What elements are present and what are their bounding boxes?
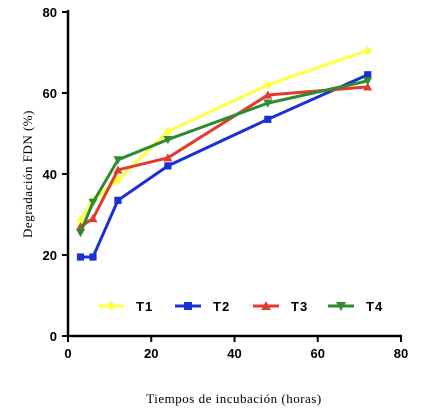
y-axis-title: Degradación FDN (%) <box>20 110 35 238</box>
x-tick-label: 40 <box>227 346 241 361</box>
data-point-t4 <box>263 99 273 108</box>
axes: 0 20 40 60 80 0 20 40 60 80 <box>43 5 409 361</box>
data-point-t2 <box>89 253 97 261</box>
data-point-t1 <box>163 126 173 136</box>
data-point-t3 <box>113 165 123 174</box>
x-axis-title: Tiempos de incubación (horas) <box>146 391 321 406</box>
x-tick-label: 60 <box>311 346 325 361</box>
legend-label: T4 <box>366 299 383 314</box>
data-point-t1 <box>113 175 123 185</box>
data-point-t3 <box>163 153 173 162</box>
legend-item-t2: T2 <box>175 299 230 314</box>
legend-item-t3: T3 <box>253 299 308 314</box>
legend-item-t1: T1 <box>98 299 153 314</box>
legend-label: T2 <box>213 299 230 314</box>
legend-marker <box>261 301 271 310</box>
data-point-t1 <box>363 45 373 55</box>
data-point-t4 <box>113 156 123 165</box>
data-point-t1 <box>75 216 85 226</box>
y-tick-label: 80 <box>43 5 57 20</box>
y-tick-label: 40 <box>43 167 57 182</box>
legend-label: T3 <box>291 299 308 314</box>
series-t3 <box>75 82 373 231</box>
x-tick-label: 20 <box>144 346 158 361</box>
data-point-t1 <box>263 80 273 90</box>
series-line-t4 <box>79 79 369 234</box>
x-tick-label: 80 <box>394 346 408 361</box>
data-point-t3 <box>88 214 98 223</box>
legend: T1 T2 T3 T4 <box>98 299 383 314</box>
series-t4 <box>75 77 373 238</box>
legend-marker <box>106 301 116 311</box>
series-t2 <box>76 71 372 261</box>
x-tick-label: 0 <box>64 346 71 361</box>
legend-label: T1 <box>136 299 153 314</box>
series-line-t2 <box>80 73 369 259</box>
data-point-t2 <box>114 196 122 204</box>
data-point-t2 <box>364 71 372 79</box>
legend-marker <box>336 302 346 311</box>
y-tick-label: 60 <box>43 86 57 101</box>
data-point-t3 <box>363 82 373 91</box>
legend-item-t4: T4 <box>328 299 383 314</box>
plot-area <box>75 45 373 261</box>
data-point-t2 <box>264 115 272 123</box>
data-point-t3 <box>263 90 273 99</box>
data-point-t4 <box>163 135 173 145</box>
data-point-t4 <box>363 77 373 86</box>
data-point-t2 <box>164 162 172 170</box>
y-tick-label: 0 <box>50 329 57 344</box>
y-tick-label: 20 <box>43 248 57 263</box>
data-point-t4 <box>75 229 85 238</box>
data-point-t2 <box>76 253 85 261</box>
data-point-t4 <box>88 198 98 207</box>
legend-marker <box>184 302 192 310</box>
